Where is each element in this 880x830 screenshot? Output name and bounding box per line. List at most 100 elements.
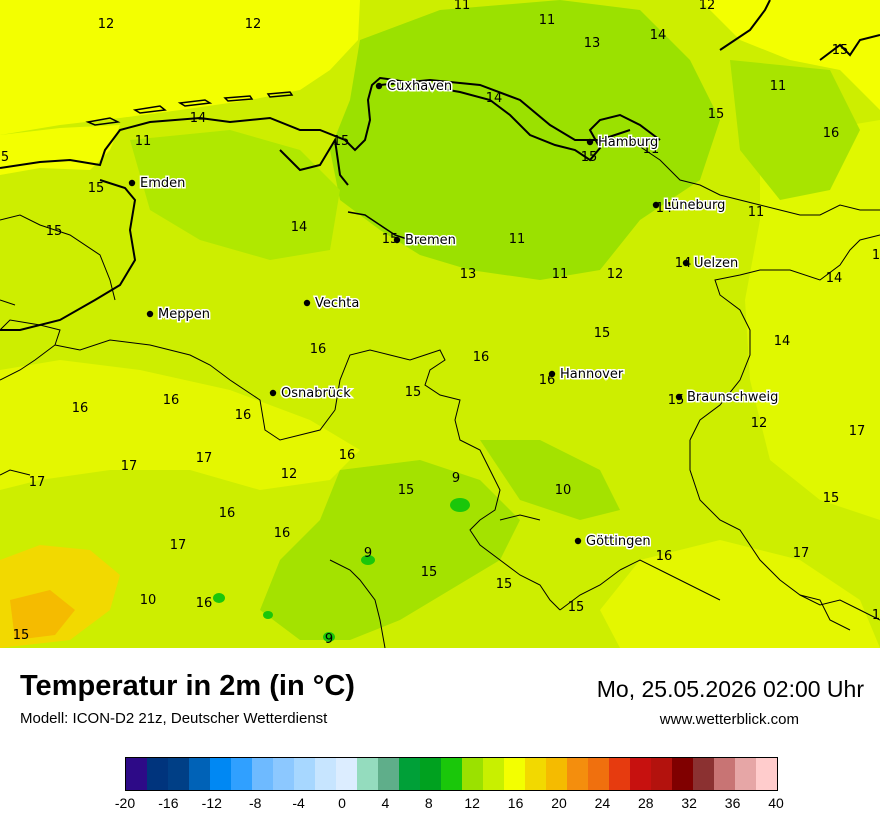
colorbar-tick-label: 32 [681, 795, 697, 811]
temperature-value: 16 [339, 448, 356, 463]
temperature-value: 15 [708, 107, 725, 122]
colorbar-swatch [231, 758, 252, 790]
colorbar-tick-label: 8 [424, 795, 433, 811]
temperature-value: 15 [668, 393, 685, 408]
temperature-value: 14 [650, 28, 667, 43]
temperature-value: 11 [539, 13, 556, 28]
city-label: Cuxhaven [387, 79, 452, 94]
temperature-value: 1 [872, 608, 880, 623]
coastline-jade [279, 137, 349, 186]
colorbar-swatch [756, 758, 777, 790]
temperature-value: 16 [235, 408, 252, 423]
cold-spot [213, 593, 225, 603]
temperature-value: 14 [774, 334, 791, 349]
city-label: Emden [140, 176, 185, 191]
state-borders [0, 139, 880, 648]
colorbar-swatch [651, 758, 672, 790]
temperature-value: 1 [872, 248, 880, 263]
colorbar-tick-label: 12 [464, 795, 480, 811]
colorbar-tick-label: 28 [638, 795, 654, 811]
weser-river [347, 211, 426, 246]
colorbar-swatch [357, 758, 378, 790]
north-sea-area [0, 0, 360, 135]
colorbar-tick-label: 40 [768, 795, 784, 811]
temperature-value: 17 [849, 424, 866, 439]
city-label: Bremen [405, 233, 456, 248]
city-label: Meppen [158, 307, 210, 322]
temperature-value: 17 [170, 538, 187, 553]
model-info: Modell: ICON-D2 21z, Deutscher Wetterdie… [20, 710, 328, 727]
city-label: Uelzen [694, 256, 738, 271]
city-dot-icon [128, 179, 136, 187]
city-label: Braunschweig [687, 390, 778, 405]
colorbar-tick-label: 16 [507, 795, 524, 811]
temperature-value: 14 [291, 220, 308, 235]
colorbar-swatch [462, 758, 483, 790]
temperature-value: 15 [823, 491, 840, 506]
temperature-value: 16 [219, 506, 236, 521]
temperature-value: 15 [13, 628, 30, 643]
colorbar-swatch [294, 758, 315, 790]
temperature-value: 16 [72, 401, 89, 416]
city-dot-icon [548, 370, 556, 378]
colorbar-tick-label: -4 [292, 795, 305, 811]
temperature-colorbar [125, 757, 778, 791]
temperature-value: 12 [98, 17, 115, 32]
temperature-value: 15 [568, 600, 585, 615]
temperature-value: 16 [196, 596, 213, 611]
temperature-value: 11 [748, 205, 765, 220]
colorbar-swatch [336, 758, 357, 790]
cold-spot [450, 498, 470, 512]
temperature-value: 11 [509, 232, 526, 247]
temperature-value: 9 [325, 632, 333, 647]
temperature-value: 13 [460, 267, 477, 282]
cool-region-east [730, 60, 860, 200]
city-dot-icon [652, 201, 660, 209]
temperature-value: 12 [751, 416, 768, 431]
colorbar-swatch [609, 758, 630, 790]
cold-spot [263, 611, 273, 619]
temperature-value: 10 [140, 593, 157, 608]
temperature-value: 15 [832, 43, 849, 58]
temperature-value: 12 [281, 467, 298, 482]
temperature-map: 12 12 11 11 12 13 14 15 11 14 15 14 16 11 15 11 15 5 15 14 1… [0, 0, 880, 648]
city-dot-icon [375, 82, 383, 90]
website-link[interactable]: www.wetterblick.com [659, 711, 799, 728]
island [177, 99, 213, 107]
temperature-value: 15 [333, 134, 350, 149]
city-dot-icon [269, 389, 277, 397]
colorbar-swatch [714, 758, 735, 790]
island [132, 105, 167, 114]
colorbar-tick-label: -16 [158, 795, 179, 811]
temperature-value: 15 [382, 232, 399, 247]
city-label: Hannover [560, 367, 624, 382]
colorbar-tick-label: 20 [551, 795, 567, 811]
temperature-value: 15 [405, 385, 422, 400]
temperature-value: 15 [594, 326, 611, 341]
temperature-value: 14 [486, 91, 503, 106]
temperature-value: 14 [826, 271, 843, 286]
temperature-value: 10 [555, 483, 572, 498]
colorbar-swatch [273, 758, 294, 790]
temperature-value: 15 [46, 224, 63, 239]
colorbar-tick-label: -20 [114, 795, 136, 811]
temperature-value: 5 [1, 150, 9, 165]
island [85, 117, 121, 126]
colorbar-swatch [147, 758, 168, 790]
city-dot-icon [303, 299, 311, 307]
colorbar-swatch [399, 758, 420, 790]
temperature-value: 12 [699, 0, 716, 13]
island [223, 95, 254, 102]
temperature-value: 13 [584, 36, 601, 51]
temperature-value: 15 [88, 181, 105, 196]
temperature-value: 11 [135, 134, 152, 149]
colorbar-swatch [546, 758, 567, 790]
colorbar-swatch [126, 758, 147, 790]
temperature-value: 15 [581, 150, 598, 165]
colorbar-swatch [378, 758, 399, 790]
temperature-value: 16 [274, 526, 291, 541]
cold-spot [361, 555, 375, 565]
colorbar-swatch [588, 758, 609, 790]
temperature-value: 16 [163, 393, 180, 408]
colorbar-tick-label: 4 [381, 795, 390, 811]
